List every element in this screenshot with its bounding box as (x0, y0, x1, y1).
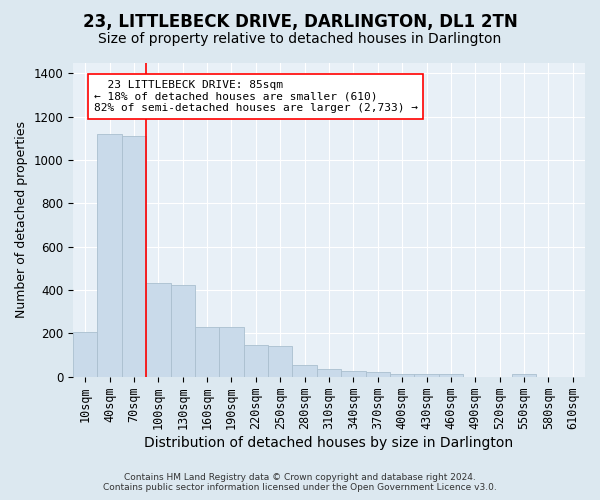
Text: 23 LITTLEBECK DRIVE: 85sqm
← 18% of detached houses are smaller (610)
82% of sem: 23 LITTLEBECK DRIVE: 85sqm ← 18% of deta… (94, 80, 418, 113)
Bar (73, 332, 97, 376)
Bar (317, 369, 341, 376)
Text: Contains HM Land Registry data © Crown copyright and database right 2024.
Contai: Contains HM Land Registry data © Crown c… (103, 473, 497, 492)
Text: 23, LITTLEBECK DRIVE, DARLINGTON, DL1 2TN: 23, LITTLEBECK DRIVE, DARLINGTON, DL1 2T… (83, 12, 517, 30)
Text: Size of property relative to detached houses in Darlington: Size of property relative to detached ho… (98, 32, 502, 46)
Bar (244, 345, 268, 376)
X-axis label: Distribution of detached houses by size in Darlington: Distribution of detached houses by size … (145, 436, 514, 450)
Bar (122, 136, 146, 376)
Bar (268, 346, 292, 376)
Bar (439, 374, 463, 376)
Bar (512, 374, 536, 376)
Bar (341, 371, 365, 376)
Y-axis label: Number of detached properties: Number of detached properties (15, 121, 28, 318)
Bar (415, 374, 439, 376)
Bar (170, 284, 195, 376)
Bar (195, 327, 220, 376)
Bar (146, 284, 170, 376)
Bar (292, 364, 317, 376)
Bar (97, 134, 122, 376)
Bar (390, 374, 415, 376)
Bar (220, 327, 244, 376)
Bar (365, 372, 390, 376)
